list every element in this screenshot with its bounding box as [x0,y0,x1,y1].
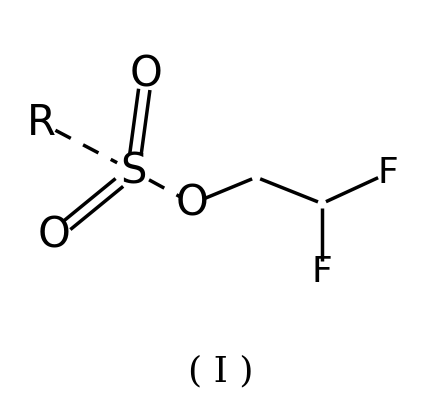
Text: O: O [130,53,163,95]
Text: ( I ): ( I ) [188,354,254,388]
Text: S: S [120,150,146,192]
Text: O: O [38,215,71,257]
Text: F: F [312,255,332,289]
Text: F: F [377,156,398,190]
Text: O: O [176,182,209,225]
Text: R: R [27,102,55,144]
